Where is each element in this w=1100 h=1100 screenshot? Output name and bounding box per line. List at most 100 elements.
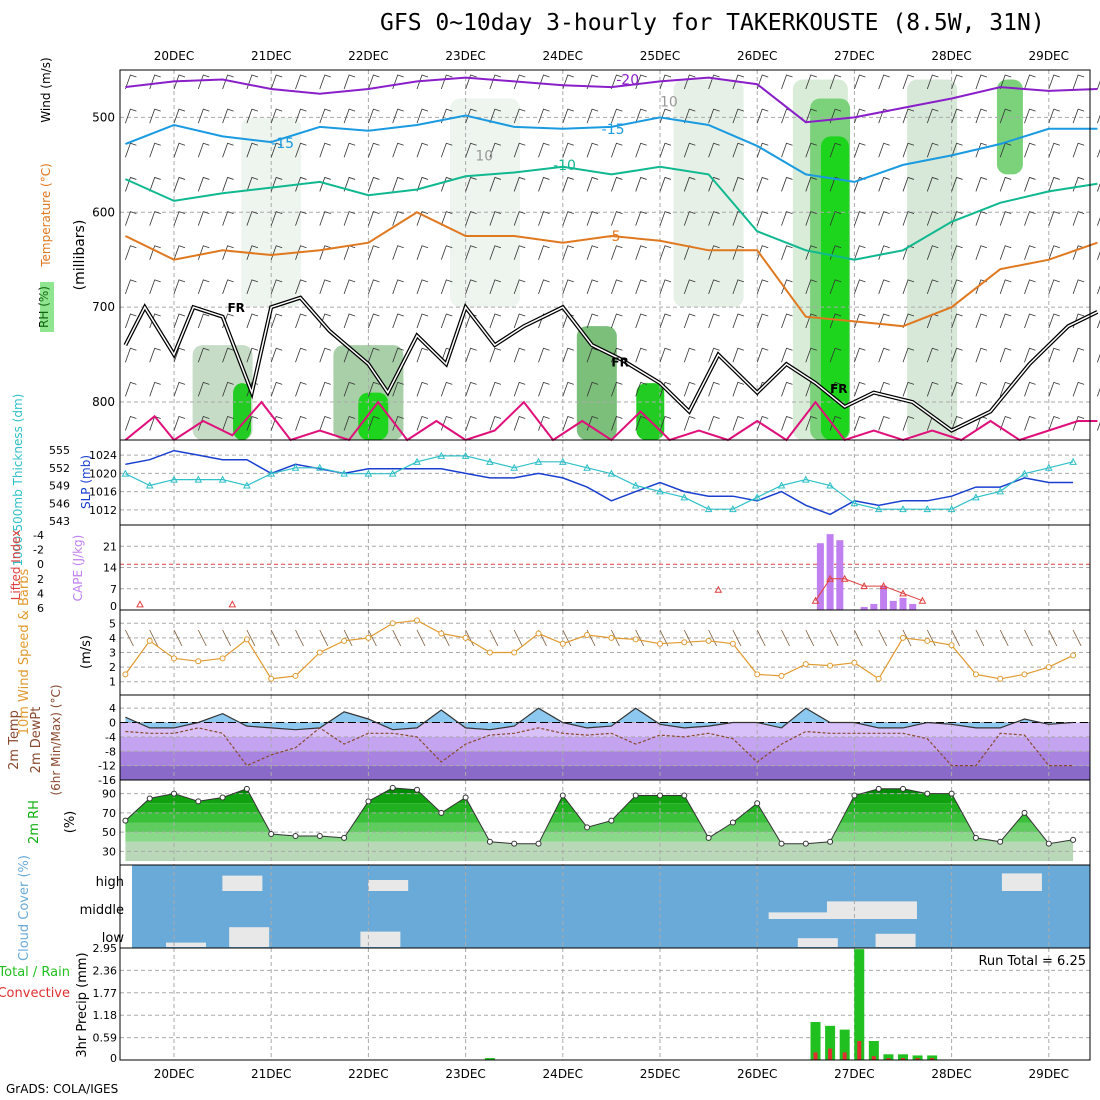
wind-speed-marker: [414, 617, 420, 624]
wind-barb: [999, 211, 1012, 226]
wind-barb: [319, 74, 331, 90]
wind-barb: [1024, 347, 1036, 363]
wind-barb: [781, 211, 793, 226]
wind-barb: [538, 211, 550, 226]
thickness-marker: [291, 463, 300, 471]
rh-legend-swatch: [40, 282, 54, 332]
pressure-tick-label: 700: [92, 300, 115, 314]
wind-barb: [902, 416, 915, 431]
wind-tick-label: 3: [109, 647, 116, 660]
rh-marker: [122, 817, 129, 824]
wind-barb: [951, 74, 963, 90]
temp-band: [120, 765, 1090, 780]
wind-barb: [319, 347, 331, 363]
thickness-marker: [267, 469, 276, 477]
minmax-axis-label: (6hr Min/Max) (°C): [49, 684, 63, 795]
cloud-level-label: low: [102, 931, 125, 946]
wind-speed-marker: [924, 637, 931, 644]
thickness-marker: [947, 505, 956, 513]
wind-tick-label: 4: [109, 632, 116, 645]
wind-barb: [173, 313, 186, 329]
bottom-date-label: 24DEC: [543, 1067, 583, 1081]
wind-barb: [926, 245, 939, 260]
precip-total-bar: [927, 1055, 938, 1060]
wind-barb: [611, 381, 623, 397]
wind-barb: [902, 142, 915, 158]
cape-tick-label: 14: [103, 562, 117, 575]
freezing-level-line-inner: [124, 296, 1098, 432]
wind-barb: [295, 142, 307, 158]
top-date-label: 26DEC: [737, 49, 777, 63]
surface-wind-barb: [246, 629, 256, 647]
thickness-marker: [413, 457, 421, 465]
surface-wind-barb: [708, 629, 717, 647]
wind-barb: [295, 381, 307, 397]
wind-barb: [878, 416, 890, 431]
rh-marker: [948, 790, 955, 797]
temp-band: [120, 751, 1090, 766]
wind-barb: [368, 279, 380, 295]
wind-barb: [392, 142, 404, 158]
wind-barb: [149, 108, 161, 124]
wind-barb: [611, 74, 623, 90]
wind-barb: [708, 74, 720, 90]
wind-barb: [659, 108, 672, 124]
wind-barb: [319, 211, 331, 226]
wind-barb: [562, 74, 574, 90]
cape-bar: [889, 600, 897, 610]
wind-speed-marker: [875, 675, 882, 682]
wind-barb: [368, 416, 380, 431]
surface-wind-barb: [1072, 629, 1082, 647]
wind-barb: [513, 108, 526, 124]
wind-barb: [416, 279, 429, 295]
wind-barb: [173, 279, 186, 295]
surface-wind-barb: [683, 629, 693, 647]
rh-marker: [292, 832, 299, 839]
wind-barb: [926, 108, 939, 124]
cloud-middle-block: [826, 901, 917, 919]
wind-barb: [829, 279, 842, 295]
wind-barb: [270, 142, 283, 158]
wind-barb: [1072, 416, 1085, 431]
lifted-index-marker: [136, 600, 144, 608]
wind-barb: [440, 142, 453, 158]
wind-barb: [756, 313, 769, 329]
wind-barb: [416, 176, 429, 192]
thickness-line: [125, 455, 1074, 510]
precip-total-label: Total / Rain: [0, 965, 70, 980]
wind-barb: [659, 211, 672, 226]
thickness-marker: [850, 499, 859, 507]
thickness-marker: [656, 487, 664, 495]
wind-barb: [489, 108, 502, 124]
rh-marker: [1021, 809, 1028, 816]
precip-convective-bar: [813, 1052, 818, 1060]
wind-barb: [392, 279, 404, 295]
wind-barb: [926, 211, 939, 226]
wind-barb: [708, 416, 720, 431]
wind-barb: [489, 279, 502, 295]
surface-wind-barb: [173, 629, 183, 647]
rh-marker: [1070, 836, 1077, 843]
surface-wind-barb: [951, 629, 960, 647]
thickness-marker: [121, 469, 130, 477]
wind-barb: [392, 313, 404, 329]
precip-convective-bar: [857, 1041, 862, 1060]
wind-barb: [635, 313, 647, 329]
wind-barb: [465, 211, 477, 226]
wind-barb: [489, 381, 502, 397]
wind-barb: [343, 176, 356, 192]
precip-total-bar: [810, 1022, 821, 1060]
rh-marker: [705, 834, 712, 841]
wind-barb: [999, 245, 1012, 260]
wind-barb: [392, 74, 404, 90]
lifted-index-line: [815, 578, 923, 602]
wind-barb: [708, 313, 720, 329]
cloud-low-block: [875, 933, 916, 947]
wind-barb: [513, 279, 526, 295]
surface-wind-barb: [926, 629, 936, 647]
precip-total-bar: [898, 1054, 908, 1060]
wind-barb: [805, 142, 817, 158]
wind-barb: [708, 176, 720, 192]
wind-barb: [708, 142, 720, 158]
wind-barb: [125, 108, 137, 124]
